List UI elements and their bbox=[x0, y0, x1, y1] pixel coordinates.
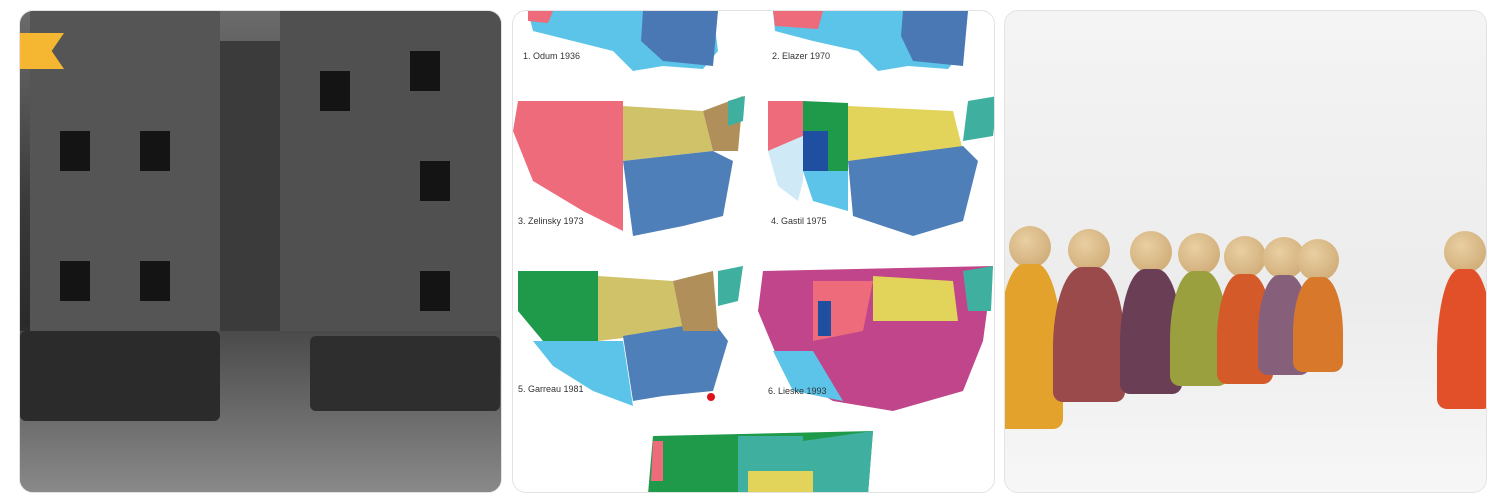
map-2 bbox=[773, 11, 968, 71]
map-3 bbox=[513, 96, 745, 236]
map-1 bbox=[528, 11, 718, 71]
map-5 bbox=[518, 266, 743, 406]
building-back bbox=[220, 41, 280, 331]
peg-doll bbox=[1053, 229, 1125, 402]
peg-doll bbox=[1293, 239, 1343, 372]
map-label: 6. Lieske 1993 bbox=[768, 386, 827, 396]
building-left bbox=[30, 11, 220, 341]
map-label: 4. Gastil 1975 bbox=[771, 216, 827, 226]
map-7 bbox=[648, 431, 873, 492]
photo-abandoned-buildings[interactable] bbox=[19, 10, 502, 493]
peg-doll-apart bbox=[1437, 231, 1486, 409]
map-label: 3. Zelinsky 1973 bbox=[518, 216, 584, 226]
burnt-car bbox=[20, 331, 220, 421]
map-4 bbox=[768, 96, 994, 236]
photo-wooden-peg-dolls[interactable] bbox=[1004, 10, 1487, 493]
burnt-car bbox=[310, 336, 500, 411]
building-right bbox=[280, 11, 501, 351]
map-label: 5. Garreau 1981 bbox=[518, 384, 584, 394]
photo-us-region-maps[interactable]: 1. Odum 1936 2. Elazer 1970 3. Zelinsky … bbox=[512, 10, 995, 493]
maps-illustration bbox=[513, 11, 994, 492]
map-label: 1. Odum 1936 bbox=[523, 51, 581, 61]
map-6 bbox=[758, 266, 993, 411]
map-label: 2. Elazer 1970 bbox=[772, 51, 831, 61]
